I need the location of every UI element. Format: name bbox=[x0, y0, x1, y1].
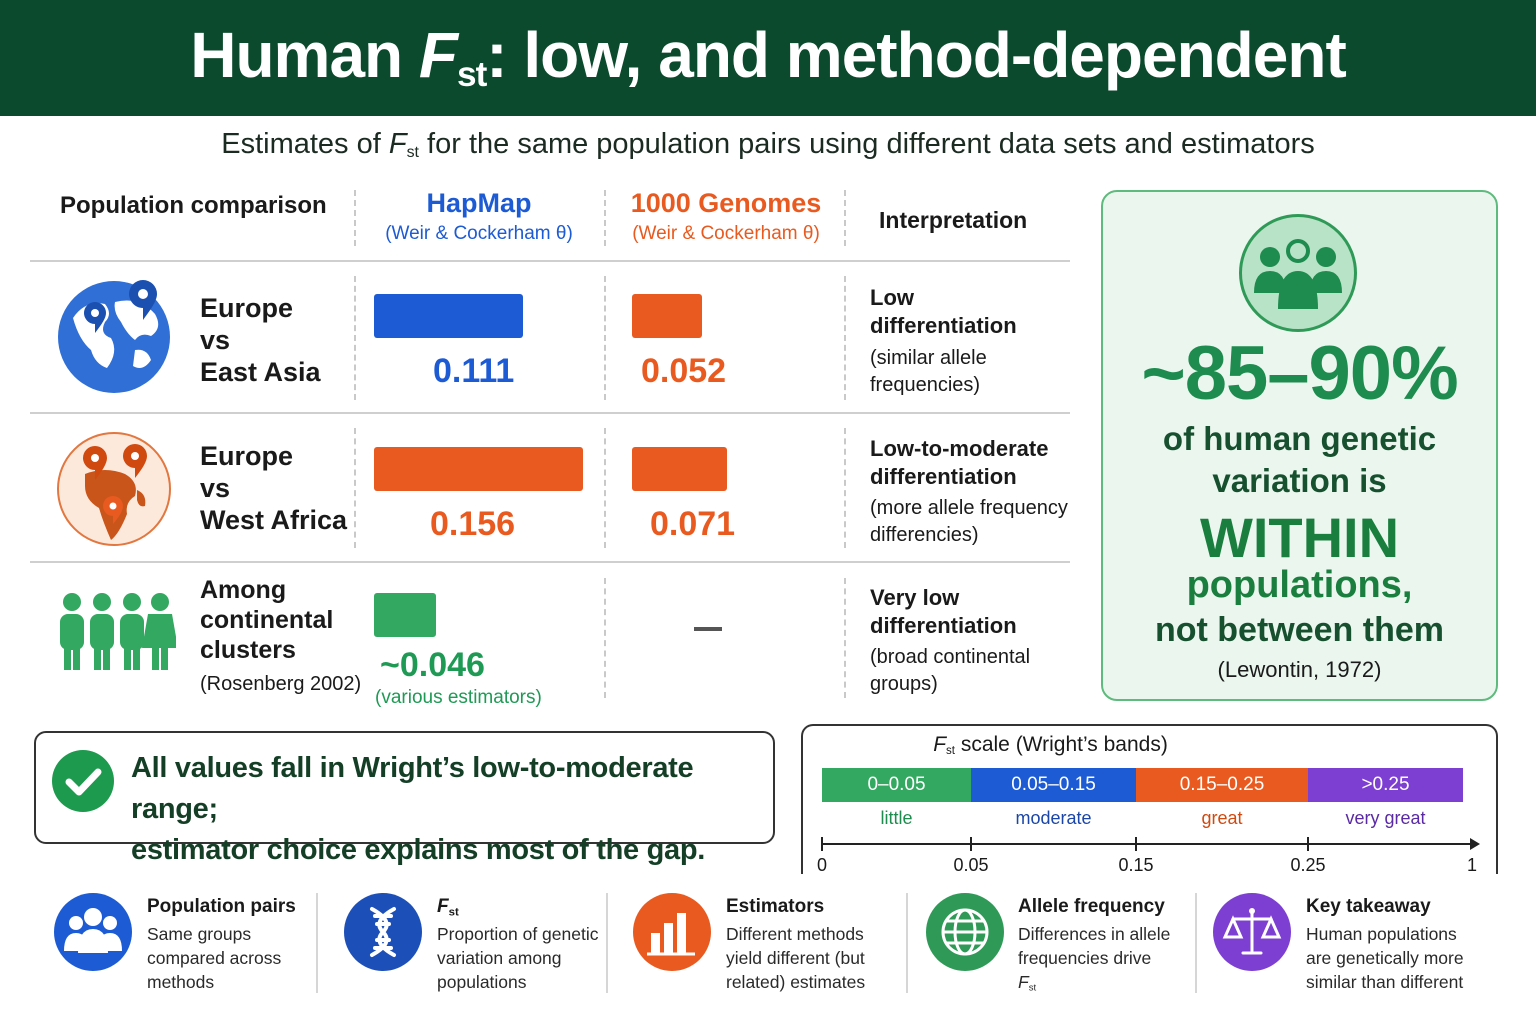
bar-hapmap-europe-west-africa bbox=[374, 447, 583, 491]
callout-line-1: of human genetic bbox=[1162, 420, 1437, 457]
interp-row-1-sub: (similar allele frequencies) bbox=[870, 347, 987, 396]
col-separator bbox=[604, 276, 606, 400]
col-separator bbox=[354, 190, 356, 246]
icon-card-5-title: Key takeaway bbox=[1306, 896, 1431, 917]
icon-card-3-title: Estimators bbox=[726, 896, 825, 917]
scale-tick-label: 1 bbox=[1466, 855, 1477, 875]
community-icon bbox=[1239, 214, 1357, 332]
scale-band-label: little bbox=[880, 808, 913, 828]
col-separator bbox=[844, 428, 846, 548]
fst-scale-title: Fst scale (Wright’s bands) bbox=[933, 733, 1168, 757]
scale-band: 0.15–0.25 bbox=[1136, 768, 1308, 802]
globe-icon bbox=[926, 893, 1004, 971]
summary-note bbox=[34, 731, 775, 844]
callout-citation: (Lewontin, 1972) bbox=[1217, 657, 1382, 682]
value-genomes-europe-east-asia: 0.052 bbox=[641, 352, 727, 390]
interp-row-1-main: Low differentiation bbox=[870, 285, 1017, 338]
scale-band-label: moderate bbox=[1015, 808, 1092, 828]
people-group-icon bbox=[60, 593, 176, 670]
scale-tick-label: 0.15 bbox=[1118, 855, 1154, 875]
col-separator bbox=[844, 190, 846, 246]
icon-card-5-text: Human populations are genetically more sim… bbox=[1306, 924, 1464, 992]
people-icon bbox=[54, 893, 132, 971]
interp-row-3-sub: (broad continental groups) bbox=[870, 646, 1031, 695]
value-hapmap-europe-west-africa: 0.156 bbox=[430, 505, 516, 543]
callout-percentage: ~85–90% bbox=[1141, 331, 1458, 416]
scale-band-label: very great bbox=[1345, 808, 1426, 828]
row-divider bbox=[30, 412, 1070, 414]
icon-card-separator bbox=[316, 893, 318, 993]
page-title: Human Fst: low, and method-dependent bbox=[190, 19, 1347, 94]
fst-scale-panel bbox=[801, 724, 1498, 874]
col-separator bbox=[354, 428, 356, 548]
row-divider bbox=[30, 561, 1070, 563]
row-3-label: Among continental clusters bbox=[200, 576, 334, 664]
globe-africa-icon bbox=[57, 432, 171, 546]
icon-card-separator bbox=[606, 893, 608, 993]
summary-text: All values fall in Wright’s low-to-moder… bbox=[131, 752, 705, 866]
callout-line-4: not between them bbox=[1154, 611, 1445, 649]
table-header-rule bbox=[30, 260, 1070, 262]
fst-scale-axis bbox=[821, 837, 1480, 851]
missing-value-dash bbox=[694, 627, 722, 631]
value-hapmap-europe-east-asia: 0.111 bbox=[433, 352, 515, 390]
scale-tick-label: 0 bbox=[816, 855, 827, 875]
icon-card-separator bbox=[906, 893, 908, 993]
dna-icon bbox=[344, 893, 422, 971]
row-2-label: Europe vs West Africa bbox=[200, 441, 348, 535]
col-header-hapmap-method: (Weir & Cockerham θ) bbox=[385, 223, 573, 244]
bar-hapmap-europe-east-asia bbox=[374, 294, 523, 338]
callout-line-2: variation is bbox=[1212, 462, 1387, 499]
interp-row-3-main: Very low differentiation bbox=[870, 585, 1017, 638]
value-note-continental-clusters: (various estimators) bbox=[375, 687, 542, 708]
col-header-genomes-method: (Weir & Cockerham θ) bbox=[632, 223, 820, 244]
callout-line-3: populations, bbox=[1186, 564, 1413, 606]
col-header-population: Population comparison bbox=[60, 192, 327, 219]
interp-row-2-sub: (more allele frequency differencies) bbox=[870, 497, 1068, 546]
scale-band-label: great bbox=[1201, 808, 1243, 828]
bar-chart-icon bbox=[633, 893, 711, 971]
value-genomes-europe-west-africa: 0.071 bbox=[650, 505, 736, 543]
scale-band: >0.25 bbox=[1308, 768, 1463, 802]
icon-card-2-text: Proportion of genetic variation among popu… bbox=[437, 924, 599, 992]
col-separator bbox=[844, 578, 846, 698]
icon-card-3-text: Different methods yield different (but rel… bbox=[726, 924, 866, 992]
bar-hapmap-continental-clusters bbox=[374, 593, 436, 637]
col-separator bbox=[604, 190, 606, 246]
scale-band: 0.05–0.15 bbox=[971, 768, 1136, 802]
icon-card-1-title: Population pairs bbox=[147, 896, 296, 917]
icon-card-1-text: Same groups compared across methods bbox=[147, 924, 282, 992]
icon-card-4-text: Differences in allele frequencies drive Fs… bbox=[1018, 924, 1171, 994]
callout-emphasis: WITHIN bbox=[1199, 506, 1400, 569]
scales-icon bbox=[1213, 893, 1291, 971]
bar-genomes-europe-east-asia bbox=[632, 294, 702, 338]
scale-tick-label: 0.05 bbox=[953, 855, 989, 875]
scale-band: 0–0.05 bbox=[822, 768, 971, 802]
row-3-source: (Rosenberg 2002) bbox=[200, 673, 362, 695]
row-1-label: Europe vs East Asia bbox=[200, 293, 321, 387]
col-header-hapmap: HapMap bbox=[426, 188, 532, 218]
col-separator bbox=[844, 276, 846, 400]
col-separator bbox=[354, 276, 356, 400]
value-hapmap-continental-clusters: ~0.046 bbox=[380, 646, 485, 684]
scale-tick-label: 0.25 bbox=[1290, 855, 1326, 875]
globe-europe-asia-icon bbox=[58, 280, 170, 393]
interp-row-2-main: Low-to-moderate differentiation bbox=[870, 436, 1049, 489]
col-separator bbox=[604, 428, 606, 548]
col-header-interpretation: Interpretation bbox=[879, 207, 1028, 233]
header-banner: Human Fst: low, and method-dependent bbox=[0, 0, 1536, 116]
bar-genomes-europe-west-africa bbox=[632, 447, 727, 491]
icon-card-4-title: Allele frequency bbox=[1018, 896, 1165, 917]
page-subtitle: Estimates of Fst for the same population… bbox=[221, 128, 1315, 161]
col-separator bbox=[604, 578, 606, 698]
col-header-genomes: 1000 Genomes bbox=[630, 188, 822, 218]
icon-card-2-title: Fst bbox=[437, 896, 459, 919]
check-icon bbox=[52, 750, 114, 812]
icon-card-separator bbox=[1195, 893, 1197, 993]
